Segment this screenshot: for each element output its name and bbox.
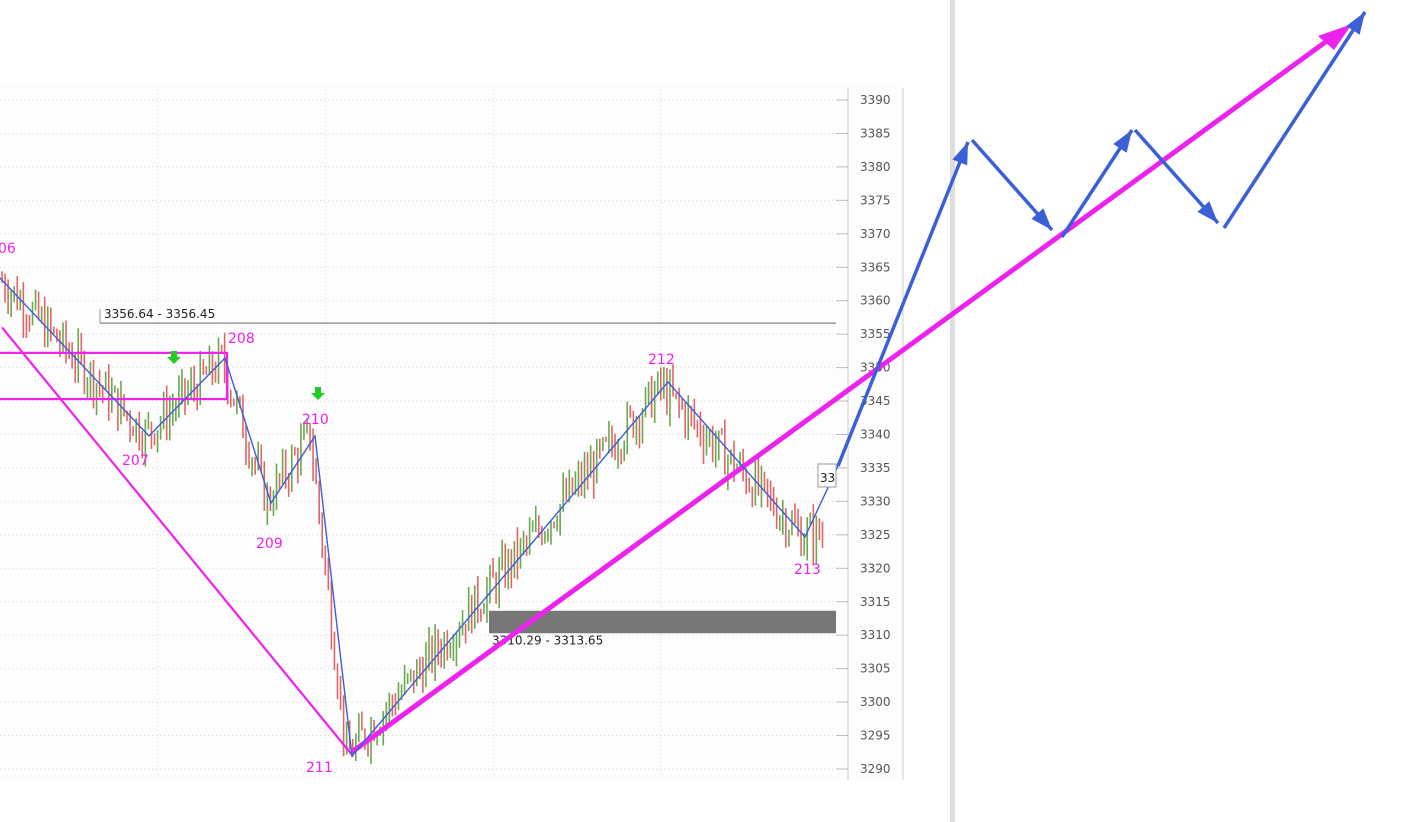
y-tick-label: 3370 bbox=[860, 227, 891, 241]
y-tick-label: 3365 bbox=[860, 260, 891, 274]
projection-arrow bbox=[836, 141, 970, 467]
projection-arrow bbox=[1222, 11, 1367, 229]
wave-label-211: 211 bbox=[306, 760, 333, 776]
last-price-box bbox=[817, 463, 837, 488]
sell-signal-icon bbox=[167, 351, 181, 364]
last-price-label: 33 bbox=[820, 471, 835, 485]
y-tick-label: 3305 bbox=[860, 662, 891, 676]
y-tick-label: 3345 bbox=[860, 394, 891, 408]
projection-arrowhead bbox=[1197, 201, 1218, 223]
y-tick-label: 3385 bbox=[860, 126, 891, 140]
y-tick-label: 3290 bbox=[860, 762, 891, 776]
wave-label-209: 209 bbox=[256, 536, 283, 552]
projection-arrowhead bbox=[1346, 12, 1365, 35]
y-tick-label: 3300 bbox=[860, 695, 891, 709]
consolidation-box bbox=[0, 351, 229, 401]
projection-arrowhead bbox=[952, 142, 968, 166]
wave-zigzag bbox=[0, 277, 839, 758]
rising-trendline bbox=[350, 32, 1337, 755]
panel-divider bbox=[950, 0, 955, 822]
support-zone bbox=[489, 610, 836, 634]
y-tick-label: 3320 bbox=[860, 561, 891, 575]
y-tick-label: 3325 bbox=[860, 528, 891, 542]
y-tick-label: 3390 bbox=[860, 93, 891, 107]
y-tick-label: 3315 bbox=[860, 595, 891, 609]
projection-arrowhead bbox=[1031, 208, 1052, 230]
resistance-label: 3356.64 - 3356.45 bbox=[104, 307, 215, 321]
wave-label-213: 213 bbox=[794, 562, 821, 578]
wave-label-208: 208 bbox=[228, 331, 255, 347]
support-label: 3310.29 - 3313.65 bbox=[492, 633, 603, 647]
y-tick-label: 3360 bbox=[860, 294, 891, 308]
y-tick-label: 3340 bbox=[860, 428, 891, 442]
wave-label-06: 06 bbox=[0, 241, 16, 257]
y-tick-label: 3375 bbox=[860, 193, 891, 207]
sell-signal-icon bbox=[311, 387, 325, 400]
y-tick-label: 3330 bbox=[860, 494, 891, 508]
y-tick-label: 3380 bbox=[860, 160, 891, 174]
wave-label-212: 212 bbox=[648, 352, 675, 368]
projection-arrowhead bbox=[1113, 130, 1132, 153]
downtrend-line bbox=[1, 326, 354, 757]
y-tick-label: 3355 bbox=[860, 327, 891, 341]
y-tick-label: 3335 bbox=[860, 461, 891, 475]
rising-trendline-arrowhead bbox=[1318, 24, 1352, 50]
y-tick-label: 3310 bbox=[860, 628, 891, 642]
wave-label-207: 207 bbox=[122, 453, 149, 469]
y-tick-label: 3295 bbox=[860, 729, 891, 743]
wave-label-210: 210 bbox=[302, 412, 329, 428]
